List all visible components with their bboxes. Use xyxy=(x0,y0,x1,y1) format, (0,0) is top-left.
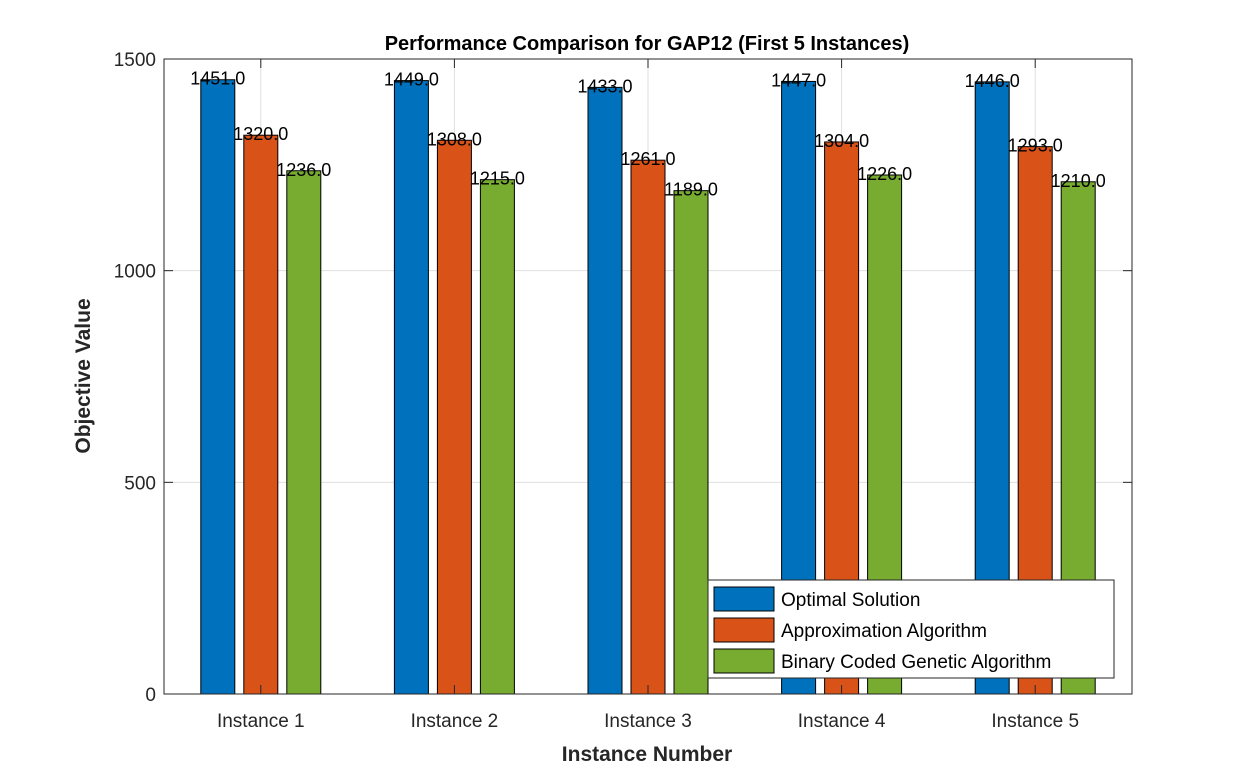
bar xyxy=(630,159,666,695)
legend-swatch xyxy=(713,617,775,643)
data-label: 1293.0 xyxy=(1008,136,1063,156)
x-tick-label: Instance 2 xyxy=(411,711,499,732)
y-tick-label: 1000 xyxy=(114,262,156,283)
legend-box xyxy=(707,579,1115,679)
data-label: 1320.0 xyxy=(233,124,288,144)
bar xyxy=(673,190,709,695)
bar xyxy=(436,139,472,695)
bar xyxy=(286,170,322,695)
bar xyxy=(200,79,236,695)
y-axis-label: Objective Value xyxy=(72,298,95,453)
axis-ticks: 0 500 1000 1500 Instance 1 Instance 2 Instance… xyxy=(114,50,1132,732)
x-tick-label: Instance 3 xyxy=(604,711,692,732)
legend-entry: Approximation Algorithm xyxy=(781,621,987,642)
data-label: 1189.0 xyxy=(664,180,718,200)
x-tick-label: Instance 5 xyxy=(991,711,1079,732)
legend-entry: Optimal Solution xyxy=(781,590,920,611)
bar xyxy=(479,179,515,695)
data-label: 1449.0 xyxy=(384,70,439,90)
y-tick-label: 500 xyxy=(124,473,156,494)
data-labels: 1451.0 1320.0 1236.0 1449.0 1308.0 1215.0 1433… xyxy=(190,69,1105,200)
bar xyxy=(393,80,429,695)
data-label: 1308.0 xyxy=(427,129,482,149)
data-label: 1236.0 xyxy=(276,160,331,180)
x-axis-label: Instance Number xyxy=(562,743,732,766)
data-label: 1304.0 xyxy=(814,131,869,151)
legend: Optimal Solution Approximation Algorithm B… xyxy=(707,579,1115,679)
x-tick-label: Instance 1 xyxy=(217,711,305,732)
y-tick-label: 1500 xyxy=(114,50,156,71)
bar xyxy=(587,86,623,695)
data-label: 1261.0 xyxy=(620,149,675,169)
chart-title: Performance Comparison for GAP12 (First … xyxy=(385,33,910,55)
x-tick-label: Instance 4 xyxy=(798,711,886,732)
y-tick-label: 0 xyxy=(145,685,156,706)
legend-swatch xyxy=(713,586,775,612)
data-label: 1433.0 xyxy=(577,76,632,96)
legend-entry: Binary Coded Genetic Algorithm xyxy=(781,652,1051,673)
legend-swatch xyxy=(713,648,775,674)
data-label: 1447.0 xyxy=(771,70,826,90)
data-label: 1215.0 xyxy=(470,169,525,189)
data-label: 1226.0 xyxy=(857,164,912,184)
bar xyxy=(243,134,279,695)
data-label: 1446.0 xyxy=(965,71,1020,91)
data-label: 1451.0 xyxy=(190,69,245,89)
data-label: 1210.0 xyxy=(1051,171,1106,191)
